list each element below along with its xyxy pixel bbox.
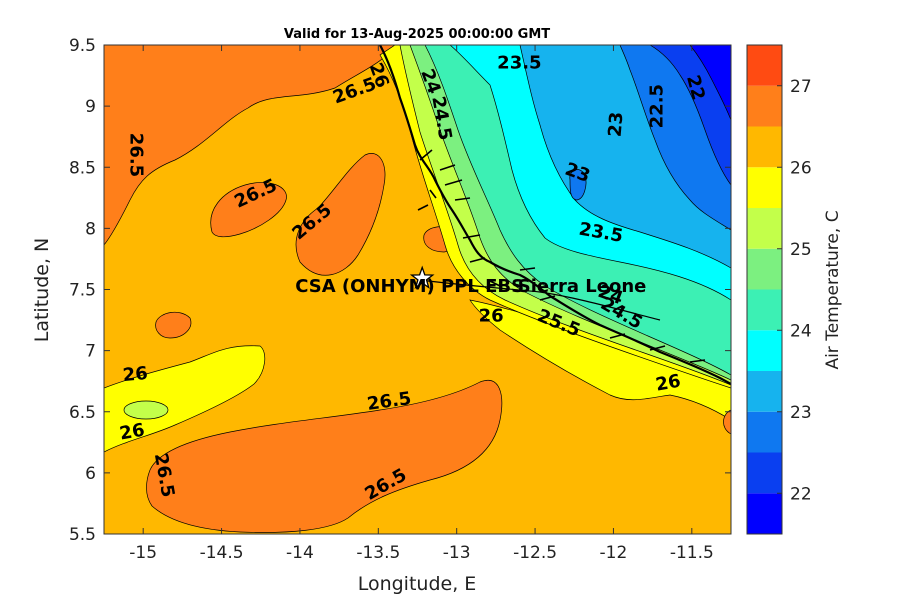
colorbar-segment [747,167,782,208]
y-axis-ticks: 5.5 6 6.5 7 7.5 8 8.5 9 9.5 [69,36,731,545]
colorbar-tick-label: 25 [790,240,812,260]
colorbar-tick-label: 27 [790,77,812,97]
colorbar [747,45,782,534]
y-tick-label: 8.5 [69,158,96,178]
y-tick-label: 6 [85,464,96,484]
x-tick-label: -12 [600,543,628,563]
colorbar-frame [746,44,783,535]
colorbar-segment [747,126,782,168]
y-tick-label: 7.5 [69,281,96,301]
band-22 [649,45,731,186]
colorbar-segment [747,452,782,494]
colorbar-segment [747,208,782,249]
warm-region-northwest [104,45,396,246]
colorbar-ticks: 22 23 24 25 26 27 [777,77,812,504]
map-annotation: CSA (ONHYM) PPL EBS [295,276,524,297]
y-axis-label: Latitude, N [31,238,53,343]
contour-label: 26 [654,371,682,396]
contour-label: 23 [605,111,628,138]
y-tick-label: 6.5 [69,403,96,423]
x-tick-label: -12.5 [513,543,557,563]
x-tick-label: -15 [129,543,157,563]
y-tick-label: 5.5 [69,525,96,545]
x-tick-label: -11.5 [670,543,714,563]
y-tick-label: 8 [85,219,96,239]
colorbar-segment [747,411,782,453]
temperature-map [104,45,731,534]
star-icon [409,265,435,289]
cool-pocket-25 [123,400,169,420]
cool-band-southwest [104,345,266,453]
x-tick-label: -13.5 [356,543,400,563]
cool-pocket-23 [569,169,587,201]
x-axis-ticks: -15 -14.5 -14 -13.5 -13 -12.5 -12 -11.5 [129,45,714,563]
colorbar-label: Air Temperature, C [823,210,843,369]
colorbar-tick-label: 24 [790,321,812,341]
x-axis-label: Longitude, E [358,573,477,595]
coastline-detail [417,149,706,363]
colorbar-segment [747,371,782,412]
colorbar-segment [747,85,782,127]
x-tick-label: -13 [443,543,471,563]
y-tick-label: 7 [85,342,96,362]
x-tick-label: -14 [286,543,314,563]
colorbar-tick-label: 23 [790,403,812,423]
band-21.5 [689,45,731,121]
contour-label: 26 [118,420,146,445]
contour-label: 26 [122,363,149,386]
site-marker [409,265,435,289]
map-annotation: Sierra Leone [518,276,647,297]
colorbar-tick-label: 26 [790,158,812,178]
figure-title: Valid for 13-Aug-2025 00:00:00 GMT [284,27,550,42]
contour-label: 23.5 [497,52,541,73]
contour-label: 26.5 [125,133,146,177]
colorbar-segment [747,493,782,534]
colorbar-segment [747,248,782,290]
colorbar-segment [747,330,782,371]
border-line [419,279,661,321]
x-tick-label: -14.5 [200,543,244,563]
contour-label: 22.5 [646,84,667,128]
warm-blob-2 [295,153,386,276]
warm-blob-4 [155,311,192,339]
colorbar-segment [747,45,782,86]
y-tick-label: 9 [85,97,96,117]
y-tick-label: 9.5 [69,36,96,56]
warm-blob-1 [210,182,287,238]
colorbar-segment [747,289,782,331]
colorbar-tick-label: 22 [790,484,812,504]
warm-region-south [146,380,503,533]
contour-label: 26 [479,305,504,326]
